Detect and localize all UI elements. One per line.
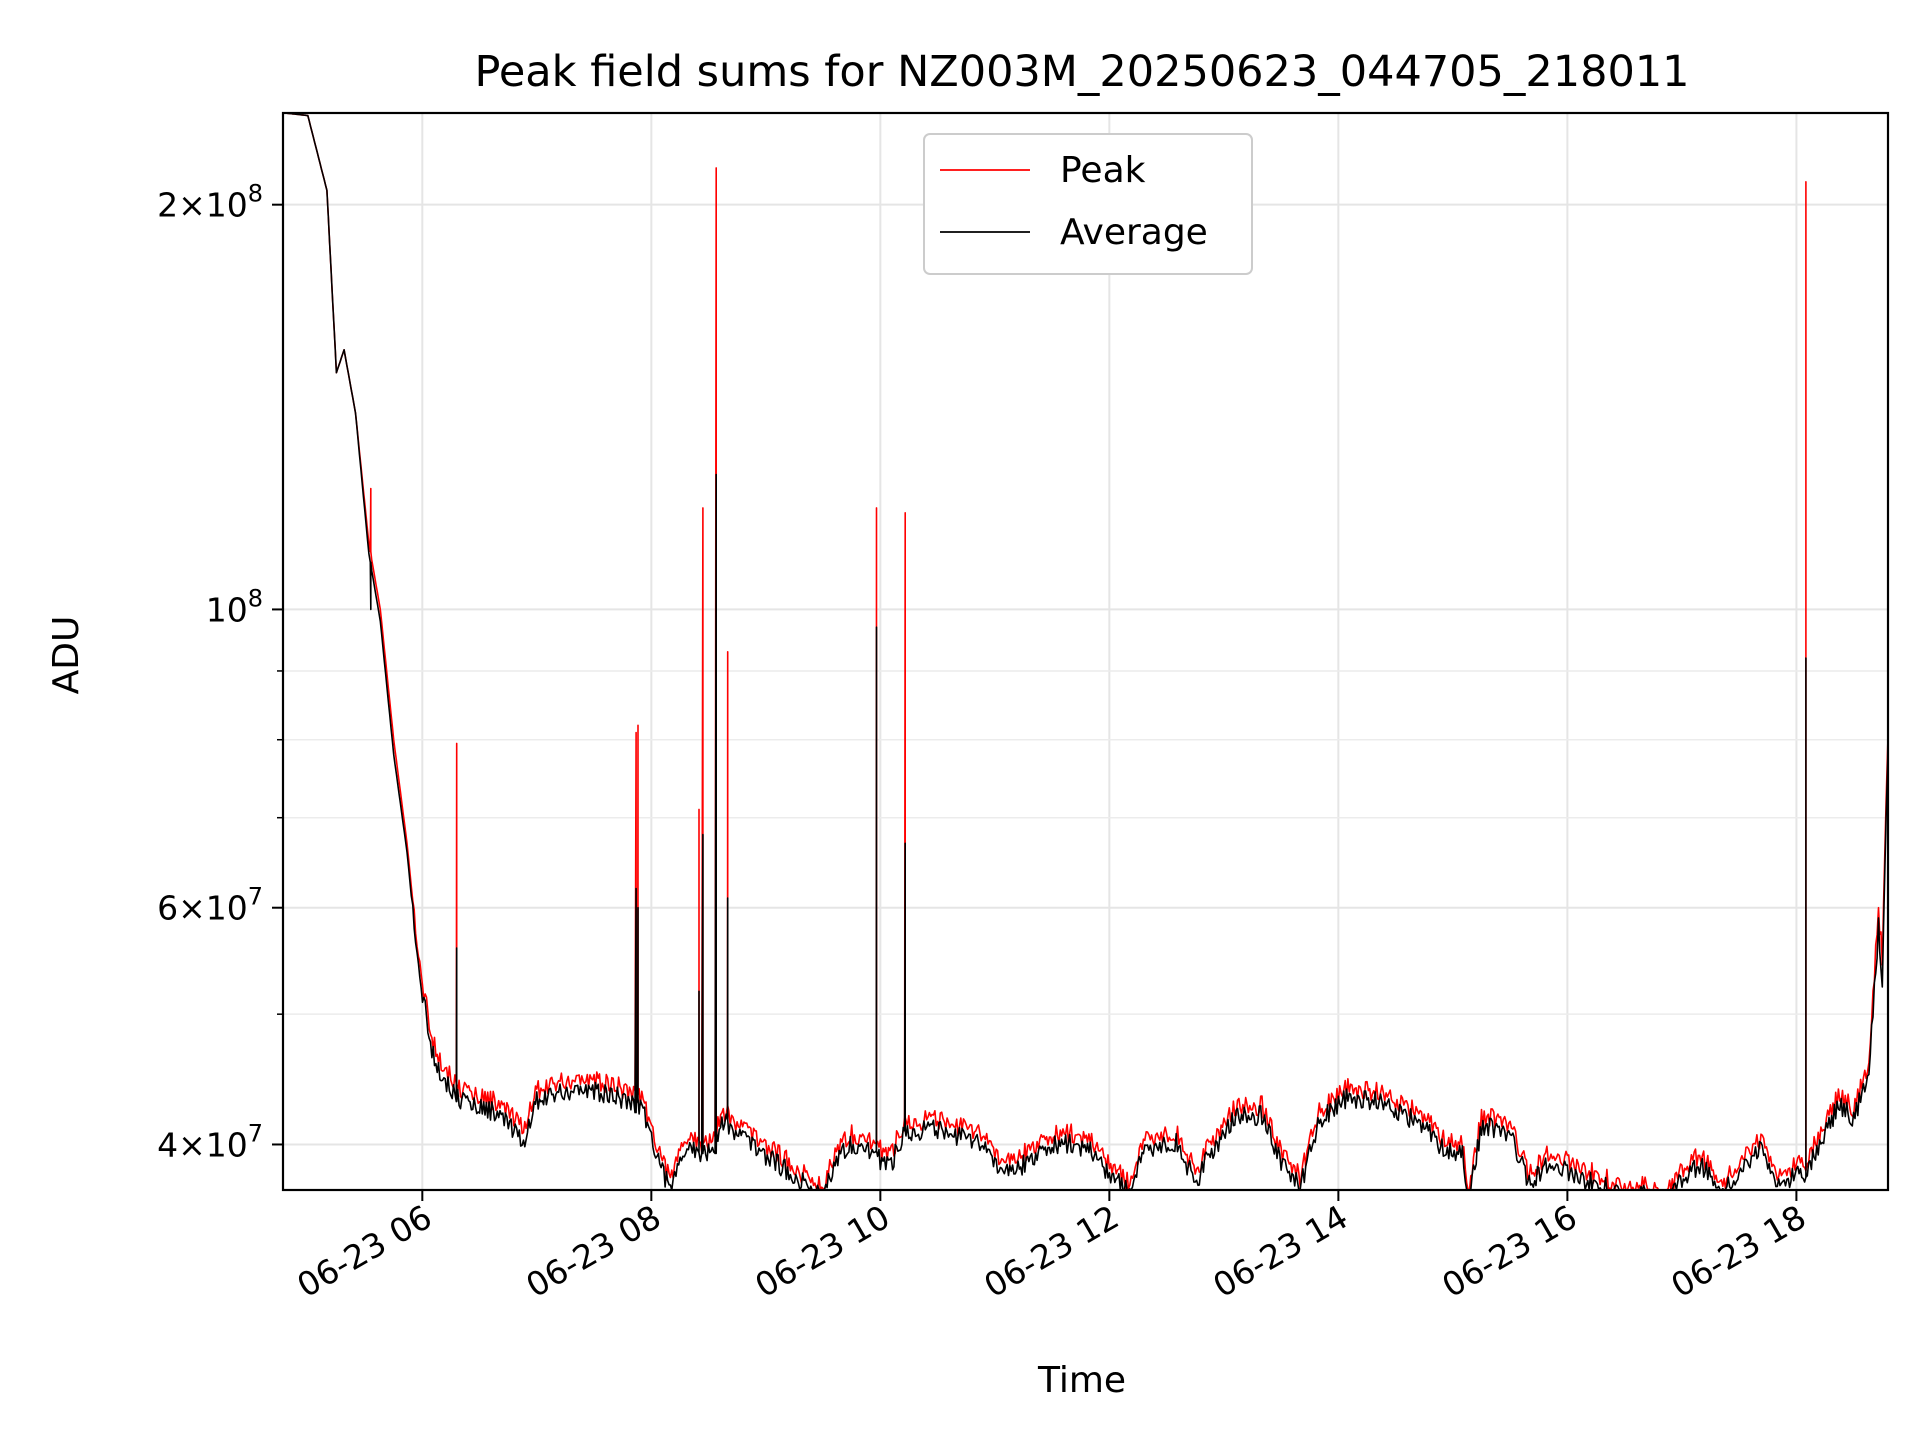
plot-frame [281, 111, 1890, 1192]
legend-box [923, 133, 1253, 275]
y-tick-exponent: 7 [248, 1119, 263, 1147]
y-tick-mantissa: 4 [157, 1125, 178, 1164]
y-tick-exponent: 8 [248, 584, 263, 612]
y-axis-label: ADU [46, 616, 87, 695]
y-tick-mantissa: 2 [157, 186, 178, 225]
y-tick-exponent: 7 [248, 883, 263, 911]
y-tick-exponent: 8 [248, 180, 263, 208]
chart-title: Peak field sums for NZ003M_20250623_0447… [474, 47, 1689, 97]
y-tick-base: 10 [206, 1125, 248, 1164]
y-tick-label: 6×107 [157, 883, 263, 928]
y-tick-times: × [178, 889, 206, 928]
y-tick-label: 108 [206, 584, 263, 629]
y-tick-label: 4×107 [157, 1119, 263, 1164]
x-axis-label: Time [1037, 1360, 1126, 1401]
y-tick-times: × [178, 186, 206, 225]
y-tick-base: 10 [206, 889, 248, 928]
y-tick-mantissa: 6 [157, 889, 178, 928]
legend-label-peak: Peak [1060, 150, 1146, 191]
y-tick-times: × [178, 1125, 206, 1164]
legend: Peak Average [923, 133, 1253, 275]
legend-label-average: Average [1060, 212, 1208, 253]
y-tick-label: 2×108 [157, 180, 263, 225]
y-tick-base: 10 [206, 590, 248, 629]
y-tick-base: 10 [206, 186, 248, 225]
